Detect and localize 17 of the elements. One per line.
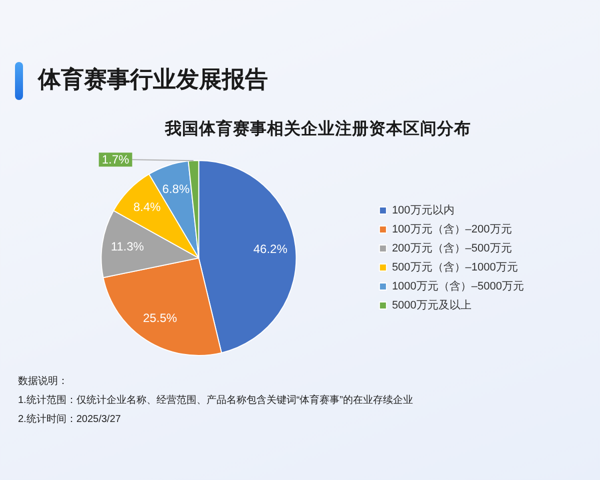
data-label: 6.8% (162, 182, 190, 196)
chart-title: 体育赛事行业发展报告 (38, 65, 268, 94)
legend-label: 500万元（含）–1000万元 (392, 260, 518, 274)
legend-label: 5000万元及以上 (392, 298, 472, 312)
text: 2.统计时间：2025/3/27 (18, 412, 122, 427)
legend-label: 200万元（含）–500万元 (392, 242, 512, 255)
data-label: 11.3% (110, 239, 144, 254)
legend-label: 1000万元（含）–5000万元 (392, 280, 524, 293)
chart-subtitle: 我国体育赛事相关企业注册资本区间分布 (164, 118, 472, 140)
legend-label: 100万元以内 (392, 204, 454, 217)
text: 数据说明： (18, 375, 69, 389)
data-label: 1.7% (102, 152, 130, 166)
data-label: 8.4% (133, 200, 162, 214)
data-label: 46.2% (253, 242, 288, 256)
text: 1.统计范围：仅统计企业名称、经营范围、产品名称包含关键词“体育赛事”的在业存续企业 (18, 394, 413, 408)
legend-label: 100万元（含）–200万元 (392, 222, 512, 236)
data-label: 25.5% (143, 311, 178, 326)
